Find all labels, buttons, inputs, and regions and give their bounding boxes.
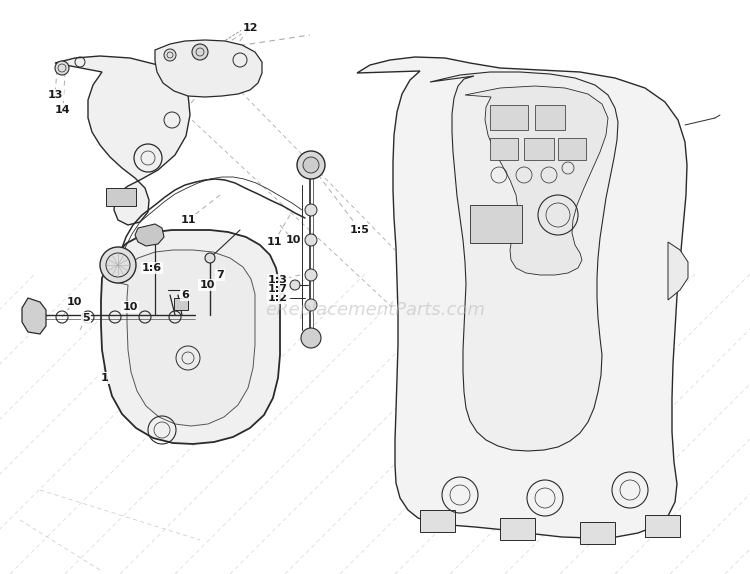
Polygon shape — [465, 86, 608, 275]
Polygon shape — [430, 72, 618, 451]
Text: 10: 10 — [66, 297, 82, 307]
Polygon shape — [115, 250, 255, 426]
Bar — [490, 138, 518, 160]
Bar — [580, 522, 615, 544]
Text: 1: 1 — [101, 373, 109, 383]
Text: 10: 10 — [122, 302, 138, 312]
Text: 10: 10 — [285, 235, 301, 245]
Circle shape — [164, 49, 176, 61]
Polygon shape — [357, 57, 687, 538]
Polygon shape — [668, 242, 688, 300]
Circle shape — [205, 253, 215, 263]
Circle shape — [305, 299, 317, 311]
Circle shape — [305, 204, 317, 216]
Bar — [106, 188, 136, 206]
Circle shape — [297, 151, 325, 179]
Text: 14: 14 — [56, 105, 70, 115]
Polygon shape — [55, 56, 190, 225]
Text: 10: 10 — [200, 280, 214, 290]
Bar — [558, 138, 586, 160]
Circle shape — [303, 157, 319, 173]
Text: 1:6: 1:6 — [142, 263, 162, 273]
Text: 1:5: 1:5 — [350, 225, 370, 235]
Text: 5: 5 — [82, 313, 90, 323]
Text: 1:3: 1:3 — [268, 275, 288, 285]
Text: 1:2: 1:2 — [268, 293, 288, 303]
Text: 11: 11 — [266, 237, 282, 247]
Circle shape — [305, 234, 317, 246]
Text: 1:7: 1:7 — [268, 284, 288, 294]
Text: 6: 6 — [181, 290, 189, 300]
Text: eReplacementParts.com: eReplacementParts.com — [265, 301, 485, 319]
Bar — [524, 138, 554, 160]
Circle shape — [55, 61, 69, 75]
Bar — [645, 515, 680, 537]
Text: 13: 13 — [47, 90, 63, 100]
Circle shape — [290, 280, 300, 290]
Circle shape — [100, 247, 136, 283]
Bar — [490, 105, 528, 130]
Text: 7: 7 — [216, 270, 223, 280]
Bar — [500, 518, 535, 540]
Bar — [174, 298, 188, 310]
Polygon shape — [101, 230, 280, 444]
Circle shape — [305, 269, 317, 281]
Bar — [470, 205, 522, 243]
Bar — [535, 105, 565, 130]
Bar — [420, 510, 455, 532]
Polygon shape — [22, 298, 46, 334]
Text: 11: 11 — [180, 215, 196, 225]
Polygon shape — [135, 224, 164, 246]
Circle shape — [301, 328, 321, 348]
Polygon shape — [155, 40, 262, 97]
Circle shape — [192, 44, 208, 60]
Text: 12: 12 — [242, 23, 258, 33]
